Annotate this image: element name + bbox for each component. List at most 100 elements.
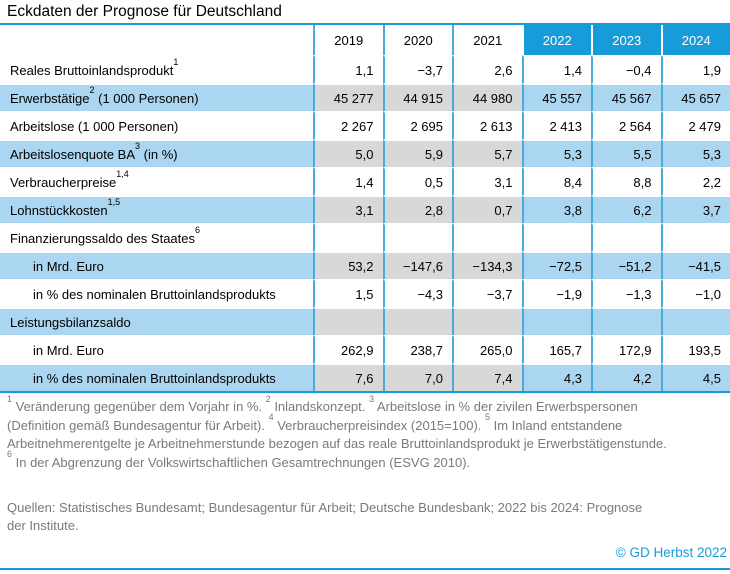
footnote-line: 6 In der Abgrenzung der Volkswirtschaftl… (7, 449, 471, 470)
year-column-header: 2019 (313, 25, 383, 55)
value-cell: 7,0 (382, 363, 452, 391)
value-cell: −1,0 (660, 279, 730, 307)
sources-line: Quellen: Statistisches Bundesamt; Bundes… (7, 500, 643, 515)
row-label: in % des nominalen Bruttoinlandsprodukts (0, 279, 313, 307)
value-cell: 6,2 (591, 195, 661, 223)
table-row: in % des nominalen Bruttoinlandsprodukts… (0, 279, 730, 307)
value-cell: 45 567 (591, 83, 661, 111)
value-cell: 2 479 (660, 111, 730, 139)
year-column-header: 2024 (660, 25, 730, 55)
value-cell: 45 277 (313, 83, 383, 111)
table-row: Leistungsbilanzsaldo (0, 307, 730, 335)
value-cell: −147,6 (382, 251, 452, 279)
value-cell: 165,7 (521, 335, 591, 363)
value-cell: 3,1 (313, 195, 383, 223)
value-cell: 2 564 (591, 111, 661, 139)
value-cell: 2 413 (521, 111, 591, 139)
row-label: in Mrd. Euro (0, 251, 313, 279)
table-row: Lohnstückkosten1,5 3,1 2,8 0,7 3,8 6,2 3,7 (0, 195, 730, 223)
value-cell (313, 307, 383, 335)
value-cell: −1,9 (521, 279, 591, 307)
value-cell (313, 223, 383, 251)
forecast-table: 2019 2020 2021 2022 2023 2024 Reales Bruttoin… (0, 25, 730, 393)
value-cell: 193,5 (660, 335, 730, 363)
row-label: Reales Bruttoinlandsprodukt1 (0, 55, 313, 83)
year-column-header: 2022 (521, 25, 591, 55)
row-label: Erwerbstätige2 (1 000 Personen) (0, 83, 313, 111)
value-cell: 1,1 (313, 55, 383, 83)
sources: Quellen: Statistisches Bundesamt; Bundes… (7, 499, 727, 535)
footnote-line: (Definition gemäß Bundesagentur für Arbe… (7, 412, 623, 433)
value-cell: 2,6 (452, 55, 522, 83)
value-cell (452, 223, 522, 251)
value-cell: −51,2 (591, 251, 661, 279)
row-label: in % des nominalen Bruttoinlandsprodukts (0, 363, 313, 391)
value-cell: −134,3 (452, 251, 522, 279)
footnote-line: Arbeitnehmerentgelte je Arbeitnehmerstun… (7, 436, 667, 451)
title-rule (0, 23, 730, 25)
table-row: Arbeitslose (1 000 Personen) 2 267 2 695 2 … (0, 111, 730, 139)
value-cell: −72,5 (521, 251, 591, 279)
value-cell: 4,2 (591, 363, 661, 391)
value-cell (591, 307, 661, 335)
table-row: Reales Bruttoinlandsprodukt1 1,1 −3,7 2,6 1,… (0, 55, 730, 83)
value-cell (452, 307, 522, 335)
year-column-header: 2021 (452, 25, 522, 55)
value-cell: 2 613 (452, 111, 522, 139)
value-cell: 5,5 (591, 139, 661, 167)
value-cell: 2,2 (660, 167, 730, 195)
table-row: in Mrd. Euro 53,2 −147,6 −134,3 −72,5 −51,2 −4… (0, 251, 730, 279)
value-cell: −1,3 (591, 279, 661, 307)
value-cell: −0,4 (591, 55, 661, 83)
value-cell: 0,7 (452, 195, 522, 223)
value-cell: 7,4 (452, 363, 522, 391)
row-label: Leistungsbilanzsaldo (0, 307, 313, 335)
value-cell: 3,8 (521, 195, 591, 223)
table-row: Erwerbstätige2 (1 000 Personen) 45 277 44 … (0, 83, 730, 111)
value-cell: 1,4 (313, 167, 383, 195)
value-cell: 2 695 (382, 111, 452, 139)
value-cell: 45 657 (660, 83, 730, 111)
value-cell: −41,5 (660, 251, 730, 279)
row-label: Lohnstückkosten1,5 (0, 195, 313, 223)
value-cell: 4,3 (521, 363, 591, 391)
row-label: in Mrd. Euro (0, 335, 313, 363)
value-cell: 45 557 (521, 83, 591, 111)
bottom-rule (0, 568, 730, 570)
footnote-line: 1 Veränderung gegenüber dem Vorjahr in %… (7, 393, 638, 414)
value-cell: 1,9 (660, 55, 730, 83)
row-label: Verbraucherpreise1,4 (0, 167, 313, 195)
value-cell: 8,8 (591, 167, 661, 195)
copyright: © GD Herbst 2022 (615, 545, 727, 560)
value-cell: 1,4 (521, 55, 591, 83)
value-cell: 5,7 (452, 139, 522, 167)
table-row: in Mrd. Euro 262,9 238,7 265,0 165,7 172,9 193… (0, 335, 730, 363)
value-cell: 5,9 (382, 139, 452, 167)
table-row: Arbeitslosenquote BA3 (in %) 5,0 5,9 5,7 5,3… (0, 139, 730, 167)
value-cell: −3,7 (382, 55, 452, 83)
row-label: Arbeitslose (1 000 Personen) (0, 111, 313, 139)
value-cell: 172,9 (591, 335, 661, 363)
value-cell: 5,3 (521, 139, 591, 167)
value-cell: 44 980 (452, 83, 522, 111)
year-column-header: 2023 (591, 25, 661, 55)
value-cell (591, 223, 661, 251)
value-cell: 3,1 (452, 167, 522, 195)
table-row: Verbraucherpreise1,4 1,4 0,5 3,1 8,4 8,8 2,2 (0, 167, 730, 195)
value-cell: 2 267 (313, 111, 383, 139)
value-cell: 5,3 (660, 139, 730, 167)
value-cell: 262,9 (313, 335, 383, 363)
value-cell: 4,5 (660, 363, 730, 391)
value-cell: 265,0 (452, 335, 522, 363)
value-cell: 7,6 (313, 363, 383, 391)
footnotes: 1 Veränderung gegenüber dem Vorjahr in %… (7, 393, 727, 472)
value-cell: 5,0 (313, 139, 383, 167)
value-cell: −3,7 (452, 279, 522, 307)
page-title: Eckdaten der Prognose für Deutschland (7, 3, 282, 20)
table-row: Finanzierungssaldo des Staates6 (0, 223, 730, 251)
table-body: Reales Bruttoinlandsprodukt1 1,1 −3,7 2,6 1,… (0, 55, 730, 391)
value-cell: 0,5 (382, 167, 452, 195)
value-cell (521, 307, 591, 335)
corner-cell (0, 25, 313, 55)
value-cell: 1,5 (313, 279, 383, 307)
